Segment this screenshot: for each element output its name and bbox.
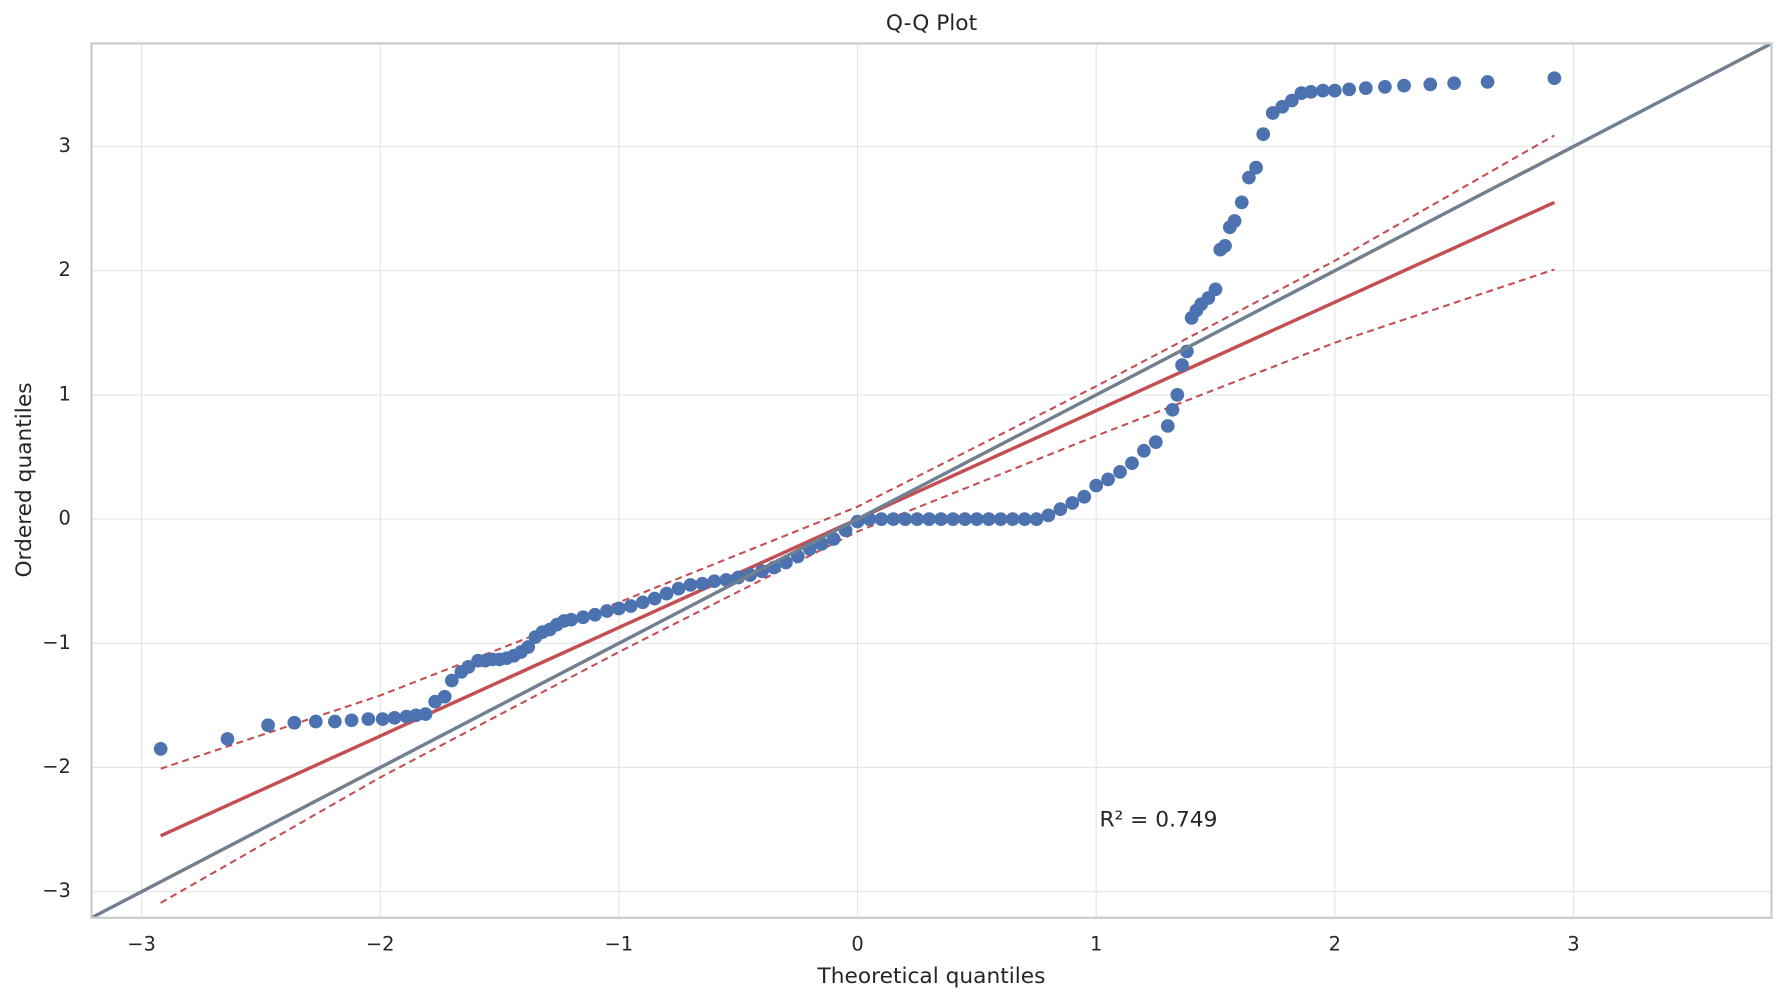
point bbox=[1065, 496, 1080, 510]
point bbox=[683, 578, 698, 592]
point bbox=[886, 512, 901, 526]
point bbox=[958, 512, 972, 526]
point bbox=[826, 532, 841, 546]
x-tick-label: −2 bbox=[366, 933, 395, 956]
point bbox=[1125, 456, 1139, 471]
y-tick-label: −3 bbox=[42, 879, 71, 902]
point bbox=[361, 712, 376, 726]
point bbox=[719, 573, 734, 587]
point bbox=[153, 742, 168, 756]
point bbox=[1249, 160, 1263, 175]
x-tick-label: −3 bbox=[127, 933, 156, 956]
point bbox=[1234, 195, 1249, 210]
point bbox=[981, 512, 996, 526]
y-axis-label: Ordered quantiles bbox=[12, 383, 37, 578]
point bbox=[910, 512, 925, 526]
point bbox=[612, 601, 626, 616]
point bbox=[220, 732, 235, 746]
point bbox=[588, 607, 602, 622]
point bbox=[874, 512, 889, 526]
point bbox=[1165, 402, 1180, 417]
point bbox=[1327, 83, 1342, 98]
point bbox=[1218, 239, 1232, 253]
point bbox=[261, 718, 275, 733]
point bbox=[1256, 127, 1271, 141]
point bbox=[1304, 85, 1318, 99]
x-tick-label: 3 bbox=[1567, 933, 1579, 956]
point bbox=[707, 574, 722, 589]
point bbox=[1423, 77, 1438, 92]
x-tick-label: −1 bbox=[605, 933, 634, 956]
point bbox=[564, 612, 578, 627]
point bbox=[969, 512, 984, 526]
point bbox=[600, 604, 614, 618]
x-tick-label: 2 bbox=[1329, 933, 1341, 956]
point bbox=[308, 714, 323, 729]
point bbox=[922, 512, 936, 526]
point bbox=[1242, 170, 1256, 185]
point bbox=[1227, 214, 1242, 228]
point bbox=[521, 640, 536, 654]
point bbox=[1137, 443, 1151, 458]
point bbox=[1175, 358, 1189, 372]
point bbox=[1041, 508, 1056, 523]
x-tick-label: 1 bbox=[1090, 933, 1102, 956]
x-axis-label: Theoretical quantiles bbox=[817, 964, 1046, 989]
plot-frame bbox=[90, 42, 1773, 919]
x-tick-label: 0 bbox=[851, 933, 863, 956]
point bbox=[1208, 282, 1223, 297]
point bbox=[344, 713, 359, 728]
y-tick-label: 2 bbox=[59, 258, 71, 281]
point bbox=[576, 610, 590, 625]
point bbox=[387, 710, 402, 725]
point bbox=[671, 581, 686, 596]
point bbox=[1170, 388, 1185, 402]
point bbox=[1160, 419, 1175, 433]
y-tick-label: −1 bbox=[42, 631, 71, 654]
point bbox=[1089, 478, 1104, 493]
point bbox=[635, 595, 650, 610]
point bbox=[1017, 512, 1032, 526]
point bbox=[1285, 93, 1299, 108]
point bbox=[993, 512, 1008, 526]
point bbox=[328, 714, 342, 729]
point bbox=[1005, 512, 1020, 526]
point bbox=[1148, 435, 1163, 449]
point bbox=[1077, 489, 1092, 504]
line bbox=[160, 268, 1555, 904]
point bbox=[946, 512, 960, 526]
point bbox=[1480, 75, 1495, 89]
point bbox=[1342, 82, 1356, 97]
y-tick-label: 1 bbox=[59, 382, 71, 405]
y-tick-label: 3 bbox=[59, 134, 71, 157]
point bbox=[1397, 78, 1411, 93]
chart-title: Q-Q Plot bbox=[886, 11, 977, 36]
point bbox=[695, 576, 710, 591]
point bbox=[898, 512, 913, 526]
point bbox=[1053, 502, 1068, 517]
y-tick-label: 0 bbox=[59, 507, 71, 530]
point bbox=[1547, 71, 1562, 86]
line bbox=[160, 134, 1555, 770]
point bbox=[287, 715, 302, 730]
point bbox=[623, 599, 638, 613]
point bbox=[1113, 465, 1127, 479]
point bbox=[444, 673, 459, 688]
point bbox=[1029, 512, 1044, 526]
point bbox=[1358, 81, 1373, 95]
point bbox=[1378, 80, 1392, 94]
point bbox=[437, 689, 452, 704]
point bbox=[375, 712, 390, 726]
point bbox=[1447, 76, 1462, 91]
point bbox=[934, 512, 948, 526]
line bbox=[91, 43, 1772, 918]
point bbox=[1316, 83, 1330, 98]
point bbox=[647, 591, 662, 606]
y-tick-label: −2 bbox=[42, 755, 71, 778]
point bbox=[418, 707, 433, 721]
annotation: R² = 0.749 bbox=[1100, 808, 1218, 833]
point bbox=[1101, 472, 1115, 487]
point bbox=[659, 586, 674, 601]
